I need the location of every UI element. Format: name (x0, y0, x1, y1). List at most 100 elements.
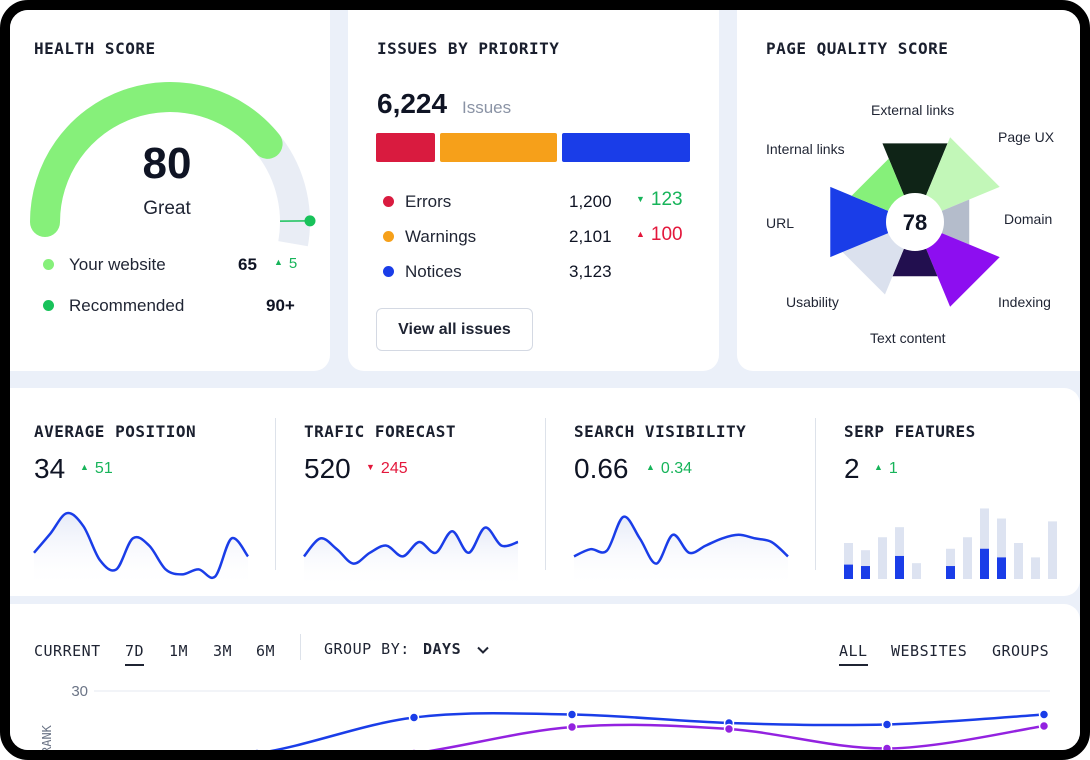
range-tab-current[interactable]: CURRENT (34, 642, 101, 660)
gauge-fill (30, 82, 283, 237)
health-score-card: HEALTH SCORE 80 Great Your website 65 5 … (10, 10, 330, 371)
quality-label-page-ux: Page UX (998, 129, 1055, 145)
rose-segment-external-links (882, 143, 948, 196)
metric-trafic-forecast: TRAFIC FORECAST 520 245 (304, 388, 544, 596)
quality-label-domain: Domain (1004, 211, 1053, 227)
quality-label-internal-links: Internal links (766, 141, 845, 157)
sparkline-2 (303, 526, 519, 565)
view-tab-groups[interactable]: GROUPS (992, 642, 1050, 660)
view-tab-websites[interactable]: WEBSITES (891, 642, 968, 660)
metrics-divider (545, 418, 546, 570)
issues-by-priority-card: ISSUES BY PRIORITY 6,224 Issues Errors 1… (348, 10, 719, 371)
metric-delta: 245 (366, 460, 408, 478)
serp-bar-bg (1014, 543, 1023, 579)
rank-point-blue (566, 709, 578, 720)
metric-value: 0.66 (574, 453, 629, 484)
warnings-bar-segment (440, 133, 557, 162)
metric-title: AVERAGE POSITION (34, 422, 197, 441)
serp-bar-fg (844, 564, 853, 579)
errors-bar-segment (376, 133, 435, 162)
gauge-recommended-dot (304, 215, 316, 227)
sparkline-3 (573, 515, 789, 565)
view-all-issues-button[interactable]: View all issues (376, 308, 533, 351)
rank-chart-card: CURRENT 7D 1M 3M 6M GROUP BY: DAYS ALL WEBSIT… (10, 604, 1080, 754)
serp-bar-bg (861, 550, 870, 579)
notices-label: Notices (405, 262, 462, 281)
recommended-value: 90+ (266, 296, 295, 315)
metric-value: 34 (34, 453, 66, 484)
rank-series-purple (428, 723, 1045, 750)
chevron-down-icon (476, 640, 489, 658)
rose-segment-internal-links (851, 158, 904, 211)
notices-bar-segment (562, 133, 690, 162)
metric-search-visibility: SEARCH VISIBILITY 0.66 0.34 (574, 388, 814, 596)
warnings-count: 2,101 (569, 227, 612, 246)
rank-point-purple (1038, 720, 1050, 732)
notices-dot (383, 266, 394, 277)
rank-point-blue (253, 748, 261, 750)
quality-rose-chart: 78 (830, 137, 1000, 307)
metric-title: SEARCH VISIBILITY (574, 422, 747, 441)
serp-bar-bg (844, 543, 853, 579)
page-quality-title: PAGE QUALITY SCORE (766, 39, 949, 58)
metrics-card: AVERAGE POSITION 34 51 TRAFIC FORECAST 5… (10, 388, 1080, 596)
issues-total: 6,224 (377, 88, 448, 119)
health-gauge: 80 Great (30, 82, 316, 247)
rank-point-blue (1038, 709, 1050, 720)
serp-bar-bg (946, 548, 955, 579)
errors-count: 1,200 (569, 192, 612, 211)
range-tab-6m[interactable]: 6M (256, 642, 276, 660)
sparkline-1 (33, 511, 250, 580)
metrics-divider (275, 418, 276, 570)
rank-point-blue (881, 719, 893, 730)
range-tab-3m[interactable]: 3M (213, 642, 233, 660)
serp-bar-bg (963, 537, 972, 579)
serp-bar-bg (895, 527, 904, 579)
view-tab-all[interactable]: ALL (839, 642, 868, 666)
serp-bar-bg (912, 563, 921, 579)
metric-delta: 0.34 (646, 460, 692, 478)
metric-delta: 1 (874, 460, 898, 478)
your-website-label: Your website (69, 255, 166, 274)
range-tab-1m[interactable]: 1M (169, 642, 189, 660)
y-tick-30: 30 (71, 683, 88, 700)
metric-value: 520 (304, 453, 351, 484)
metric-delta: 51 (80, 460, 113, 478)
serp-bar-bg (1031, 557, 1040, 579)
rose-segment-indexing (926, 233, 1000, 307)
issues-total-label: Issues (462, 98, 512, 117)
metric-serp-features: SERP FEATURES 2 1 (844, 388, 1080, 596)
y-axis-label: RANK (40, 724, 54, 754)
metrics-divider (815, 418, 816, 570)
quality-label-usability: Usability (786, 294, 839, 310)
recommended-label: Recommended (69, 296, 185, 315)
quality-label-text-content: Text content (870, 330, 946, 346)
group-by-label: GROUP BY: (324, 640, 410, 658)
rose-segment-usability (842, 233, 904, 295)
health-score-value: 80 (143, 139, 192, 188)
serp-bar-fg (946, 566, 955, 579)
errors-dot (383, 196, 394, 207)
warnings-delta: 100 (636, 224, 683, 246)
health-score-status: Great (143, 198, 191, 219)
rank-point-purple (410, 748, 418, 750)
rank-point-purple (566, 721, 578, 733)
group-by-dropdown[interactable]: DAYS (423, 640, 489, 658)
serp-bar-bg (980, 508, 989, 579)
your-website-delta: 5 (274, 255, 297, 272)
group-by-value: DAYS (423, 640, 462, 658)
quality-score-circle (886, 193, 944, 251)
your-website-value: 65 (238, 255, 257, 274)
quality-label-indexing: Indexing (998, 294, 1051, 310)
errors-delta: 123 (636, 189, 683, 211)
rank-series-blue (269, 711, 1045, 750)
serp-bar-bg (878, 537, 887, 579)
range-tab-7d[interactable]: 7D (125, 642, 145, 666)
rose-segment-domain (941, 199, 970, 245)
metric-average-position: AVERAGE POSITION 34 51 (34, 388, 274, 596)
rank-line-chart: 30 RANK (40, 683, 1050, 754)
serp-bar-bg (1048, 521, 1057, 579)
warnings-label: Warnings (405, 227, 477, 246)
page-quality-card: PAGE QUALITY SCORE 78 External links Pag… (737, 10, 1080, 371)
